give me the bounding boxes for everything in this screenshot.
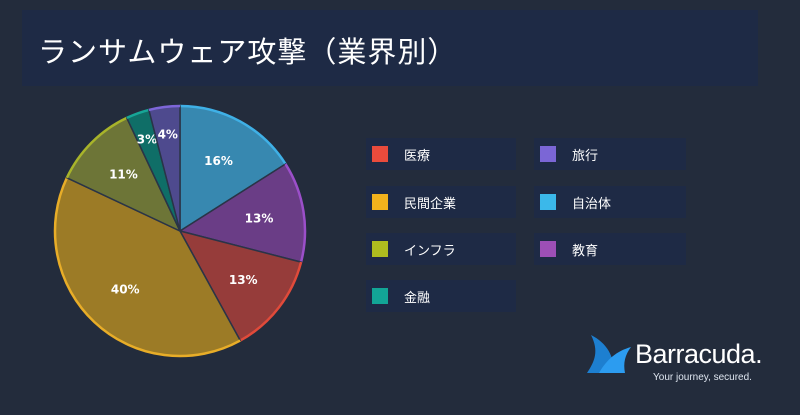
logo-tagline: Your journey, secured. — [653, 372, 752, 383]
pie-slice-label-6: 4% — [158, 127, 178, 141]
legend-swatch — [372, 146, 388, 162]
legend-swatch — [540, 146, 556, 162]
pie-slice-edge-2 — [239, 261, 303, 342]
legend-item-iryo: 医療 — [366, 138, 516, 170]
logo-name: Barracuda. — [635, 339, 763, 369]
legend-label: 金融 — [404, 291, 431, 306]
legend-swatch — [540, 241, 556, 257]
legend-item-jichitai: 自治体 — [534, 186, 686, 218]
pie-slice-edge-4 — [65, 116, 128, 179]
legend-item-ryoko: 旅行 — [534, 138, 686, 170]
barracuda-fin-icon — [587, 335, 631, 373]
legend-label: 旅行 — [572, 149, 599, 164]
legend-item-kinyu: 金融 — [366, 280, 516, 312]
legend-swatch — [372, 241, 388, 257]
pie-slice-label-3: 40% — [111, 282, 140, 296]
title-bar: ランサムウェア攻撃（業界別） — [22, 10, 758, 86]
barracuda-logo: Barracuda. Your journey, secured. — [585, 325, 785, 395]
page-title: ランサムウェア攻撃（業界別） — [38, 35, 458, 69]
legend-item-infura: インフラ — [366, 233, 516, 265]
pie-slice-edge-6 — [148, 104, 181, 112]
pie-slice-label-1: 13% — [245, 211, 274, 225]
legend-item-kyoiku: 教育 — [534, 233, 686, 265]
legend-label: 医療 — [404, 149, 431, 164]
pie-slice-edge-0 — [179, 104, 287, 165]
legend-item-minkan: 民間企業 — [366, 186, 516, 218]
pie-slice-label-2: 13% — [229, 273, 258, 287]
legend-label: インフラ — [404, 244, 456, 259]
pie-slice-label-0: 16% — [204, 154, 233, 168]
pie-slice-label-5: 3% — [137, 132, 157, 146]
pie-slice-edge-1 — [284, 163, 307, 263]
pie-slice-edge-3 — [53, 177, 241, 358]
pie-slice-label-4: 11% — [109, 167, 138, 181]
legend-label: 教育 — [572, 244, 599, 259]
legend-swatch — [372, 288, 388, 304]
legend-swatch — [540, 194, 556, 210]
legend-swatch — [372, 194, 388, 210]
legend-label: 民間企業 — [404, 197, 457, 212]
legend-label: 自治体 — [572, 197, 612, 212]
